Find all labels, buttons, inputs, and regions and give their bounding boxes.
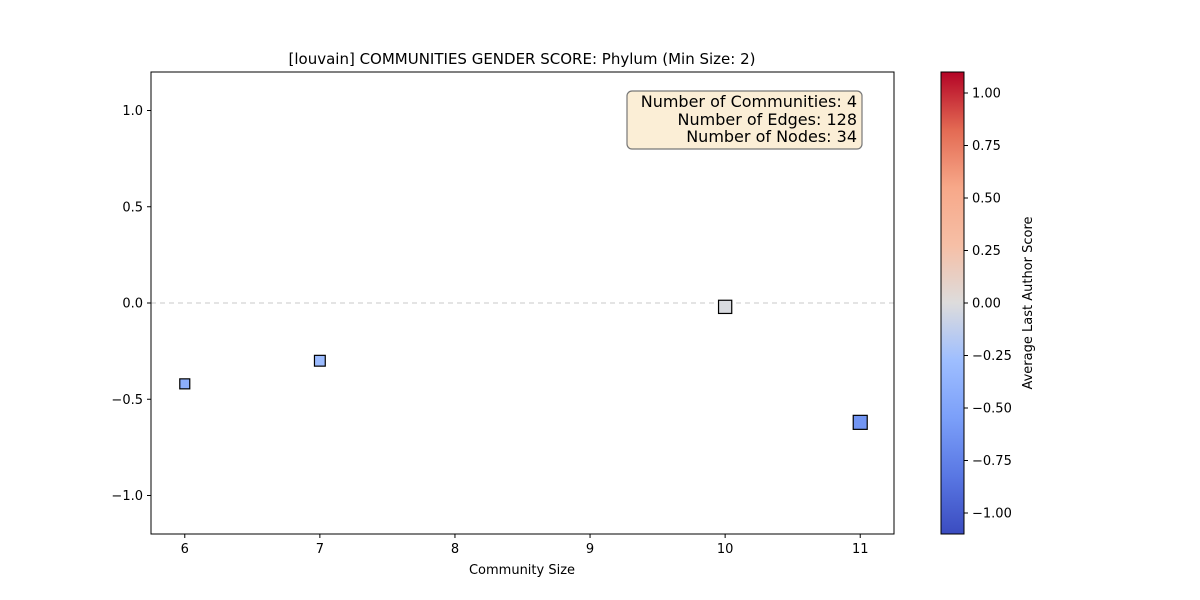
colorbar-tick-label-7: −0.75 <box>972 454 1012 469</box>
colorbar-tick-label-5: −0.25 <box>972 349 1012 364</box>
y-tick-label-1: 0.5 <box>122 200 143 215</box>
info-box: Number of Communities: 4 Number of Edges… <box>626 90 863 150</box>
y-tick-label-3: −0.5 <box>111 393 143 408</box>
colorbar-label: Average Last Author Score <box>1021 216 1036 389</box>
x-tick-label-4: 10 <box>717 542 734 557</box>
colorbar-tick-label-3: 0.25 <box>972 244 1001 259</box>
data-point-2 <box>717 299 733 315</box>
data-point-0 <box>179 378 191 390</box>
colorbar-tick-label-1: 0.75 <box>972 139 1001 154</box>
colorbar-gradient <box>940 71 965 535</box>
info-nodes: Number of Nodes: 34 <box>686 127 857 146</box>
data-point-3 <box>852 414 868 430</box>
y-tick-label-2: 0.0 <box>122 297 143 312</box>
colorbar-tick-label-6: −0.50 <box>972 402 1012 417</box>
x-tick-label-3: 9 <box>586 542 594 557</box>
y-tick-label-4: −1.0 <box>111 489 143 504</box>
info-edges: Number of Edges: 128 <box>678 110 857 129</box>
chart-title: [louvain] COMMUNITIES GENDER SCORE: Phyl… <box>289 50 756 68</box>
colorbar-tick-label-2: 0.50 <box>972 192 1001 207</box>
x-tick-label-2: 8 <box>451 542 459 557</box>
plot-area: 6 7 8 9 10 11 1.0 0.5 0.0 −0.5 −1.0 <box>111 71 895 557</box>
colorbar-tick-label-4: 0.00 <box>972 297 1001 312</box>
data-point-1 <box>313 354 326 367</box>
info-communities: Number of Communities: 4 <box>641 92 857 111</box>
colorbar-tick-label-8: −1.00 <box>972 507 1012 522</box>
x-tick-label-5: 11 <box>852 542 869 557</box>
x-tick-label-0: 6 <box>181 542 189 557</box>
x-tick-label-1: 7 <box>316 542 324 557</box>
y-tick-label-0: 1.0 <box>122 104 143 119</box>
colorbar-tick-label-0: 1.00 <box>972 87 1001 102</box>
x-axis-title: Community Size <box>469 563 575 578</box>
colorbar: 1.00 0.75 0.50 0.25 0.00 −0.25 −0.50 −0.75 −1.00 <box>940 71 1012 535</box>
